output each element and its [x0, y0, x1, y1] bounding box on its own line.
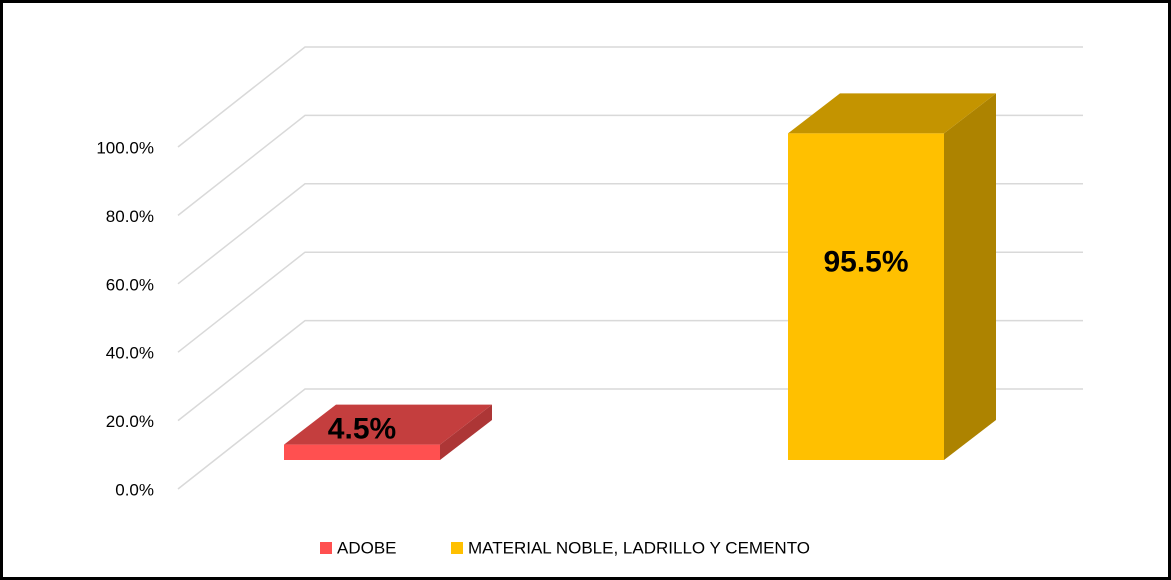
y-tick-label: 0.0%: [115, 480, 154, 499]
legend-swatch: [320, 542, 332, 554]
grid-line: [177, 46, 1083, 148]
bar-side: [944, 93, 996, 460]
bar-side: [440, 404, 492, 460]
legend-label: MATERIAL NOBLE, LADRILLO Y CEMENTO: [468, 538, 810, 557]
bar-top: [788, 93, 996, 134]
legend-label: ADOBE: [337, 538, 397, 557]
y-tick-label: 60.0%: [106, 275, 154, 294]
value-label: 4.5%: [328, 413, 396, 446]
value-label: 95.5%: [823, 245, 908, 278]
y-tick-label: 80.0%: [106, 207, 154, 226]
bar: [284, 444, 440, 460]
y-tick-label: 20.0%: [106, 412, 154, 431]
bar-top: [284, 404, 492, 445]
y-tick-label: 40.0%: [106, 344, 154, 363]
legend-swatch: [451, 542, 463, 554]
bar: [788, 133, 944, 460]
y-tick-label: 100.0%: [96, 138, 154, 157]
